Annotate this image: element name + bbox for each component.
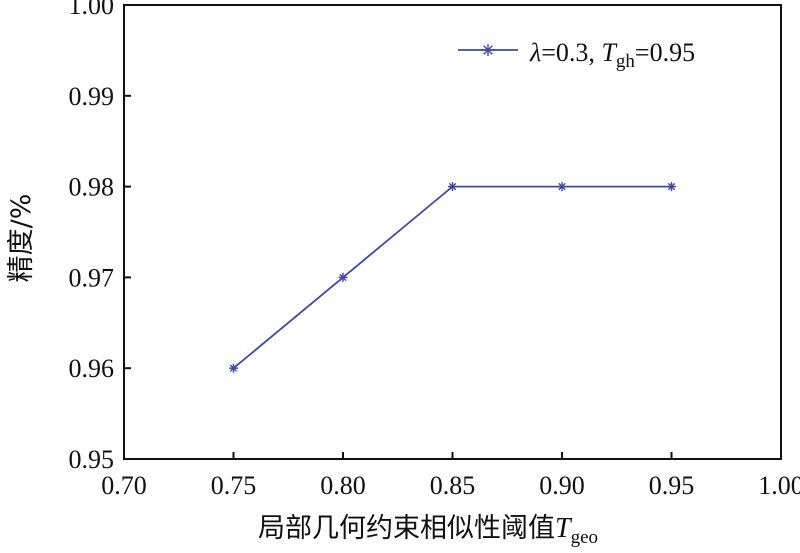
y-tick-label: 0.99 <box>69 82 115 111</box>
legend-lambda: λ <box>529 38 541 67</box>
x-tick-label: 0.90 <box>539 471 585 500</box>
marker-stroke <box>229 364 238 372</box>
x-tick-label: 1.00 <box>758 471 800 500</box>
marker-stroke <box>667 182 676 191</box>
x-axis-label-symbol: T <box>555 513 573 544</box>
x-tick-label: 0.85 <box>430 471 476 500</box>
x-axis-label-subscript: geo <box>571 527 598 548</box>
x-tick-label: 0.80 <box>320 471 366 500</box>
data-point-marker <box>338 272 348 282</box>
ticks-layer: 0.70 0.75 0.80 0.85 0.90 0.95 1.00 0.95 0.96 0.97… <box>69 0 800 500</box>
legend: λ=0.3, Tgh=0.95 <box>458 38 695 72</box>
data-point-marker <box>557 182 567 192</box>
x-axis-label: 局部几何约束相似性阈值Tgeo <box>258 513 598 548</box>
legend-t-value: =0.95 <box>635 38 695 67</box>
x-tick-label: 0.75 <box>211 471 257 500</box>
x-tick-label: 0.70 <box>101 471 147 500</box>
legend-entry: λ=0.3, Tgh=0.95 <box>529 38 695 72</box>
x-axis-label-main: 局部几何约束相似性阈值 <box>258 513 555 544</box>
y-axis-label: 精度/% <box>6 194 37 283</box>
y-tick-label: 0.95 <box>69 445 115 474</box>
y-tick-label: 1.00 <box>69 0 115 20</box>
plot-frame <box>123 4 782 460</box>
y-tick-label: 0.97 <box>69 263 115 292</box>
marker-stroke <box>558 182 566 191</box>
data-point-marker <box>667 182 676 192</box>
legend-lambda-value: =0.3, <box>541 38 601 67</box>
y-tick-label: 0.98 <box>69 173 115 202</box>
series-line <box>232 185 672 369</box>
legend-marker <box>482 44 494 56</box>
marker-stroke <box>483 45 493 55</box>
data-point-marker <box>229 363 238 373</box>
legend-t-subscript: gh <box>616 51 636 72</box>
marker-stroke <box>339 273 347 282</box>
series-layer <box>229 182 676 373</box>
marker-stroke <box>448 182 457 191</box>
x-tick-label: 0.95 <box>649 471 695 500</box>
y-tick-label: 0.96 <box>69 354 115 383</box>
data-point-marker <box>448 182 457 192</box>
legend-t-symbol: T <box>601 38 617 67</box>
legend-marker-asterisk <box>482 44 494 56</box>
